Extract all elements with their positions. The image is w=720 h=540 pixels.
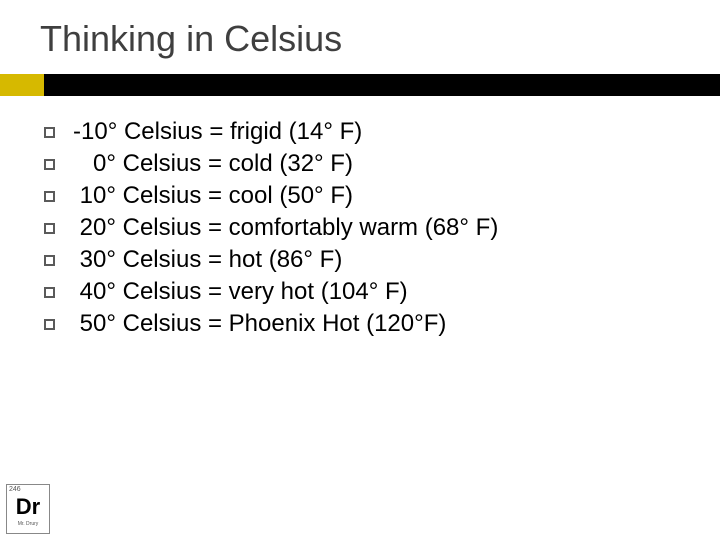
list-item: 50° Celsius = Phoenix Hot (120°F) <box>44 310 720 338</box>
logo-subtitle: Mr. Drury <box>18 521 39 527</box>
slide-title: Thinking in Celsius <box>0 0 720 60</box>
list-item: 10° Celsius = cool (50° F) <box>44 182 720 210</box>
divider-accent <box>0 74 44 96</box>
bullet-icon <box>44 319 55 330</box>
list-item: -10° Celsius = frigid (14° F) <box>44 118 720 146</box>
item-text: 40° Celsius = very hot (104° F) <box>73 278 408 306</box>
list-item: 20° Celsius = comfortably warm (68° F) <box>44 214 720 242</box>
item-text: 20° Celsius = comfortably warm (68° F) <box>73 214 498 242</box>
list-item: 0° Celsius = cold (32° F) <box>44 150 720 178</box>
list-item: 30° Celsius = hot (86° F) <box>44 246 720 274</box>
item-text: 10° Celsius = cool (50° F) <box>73 182 353 210</box>
divider <box>0 74 720 96</box>
bullet-icon <box>44 127 55 138</box>
logo-badge: 246 Dr Mr. Drury <box>6 484 50 534</box>
bullet-icon <box>44 191 55 202</box>
list-item: 40° Celsius = very hot (104° F) <box>44 278 720 306</box>
item-text: 0° Celsius = cold (32° F) <box>73 150 353 178</box>
content-list: -10° Celsius = frigid (14° F) 0° Celsius… <box>0 96 720 338</box>
item-text: -10° Celsius = frigid (14° F) <box>73 118 362 146</box>
logo-number: 246 <box>9 486 21 493</box>
item-text: 50° Celsius = Phoenix Hot (120°F) <box>73 310 446 338</box>
bullet-icon <box>44 287 55 298</box>
bullet-icon <box>44 223 55 234</box>
item-text: 30° Celsius = hot (86° F) <box>73 246 342 274</box>
bullet-icon <box>44 159 55 170</box>
logo-symbol: Dr <box>16 494 40 520</box>
divider-bar <box>0 74 720 96</box>
bullet-icon <box>44 255 55 266</box>
